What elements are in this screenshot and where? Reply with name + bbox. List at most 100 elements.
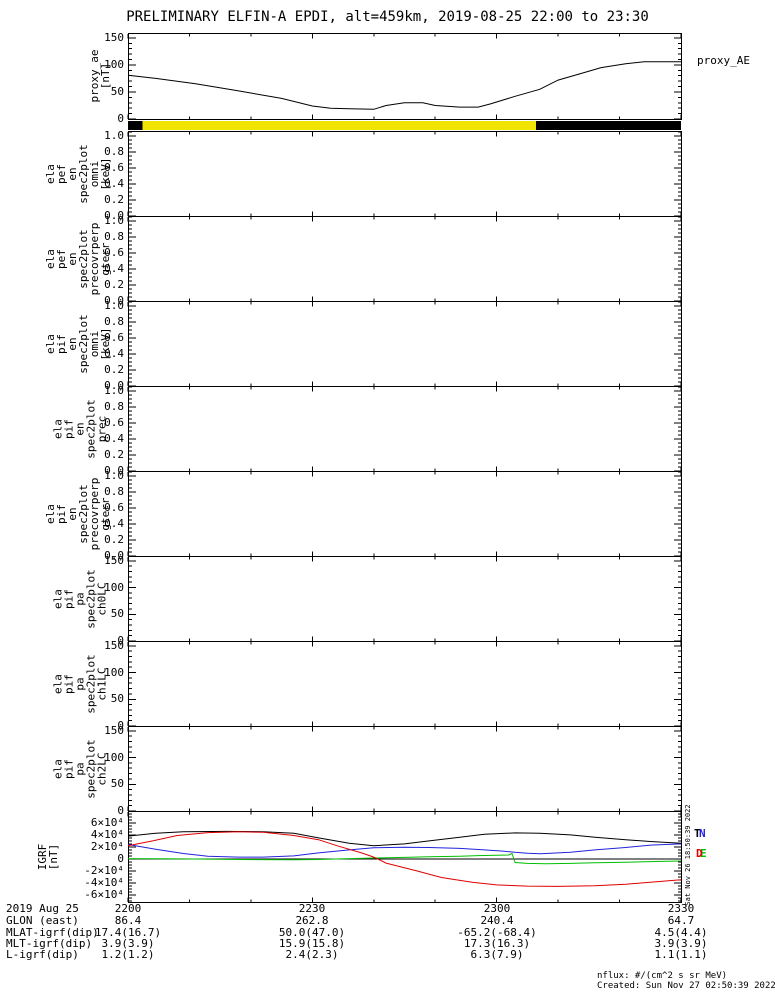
y-tick-label: 150 bbox=[104, 723, 124, 737]
panel-ylabel-pif-pa-ch0lc: ela pif pa spec2plot ch0LC bbox=[51, 568, 109, 629]
panel-frame bbox=[128, 131, 682, 217]
panel-frame bbox=[128, 811, 682, 903]
y-tick-label: 0.2 bbox=[104, 447, 124, 461]
y-tick-label: 0.0 bbox=[104, 209, 124, 222]
y-tick-label: 100 bbox=[104, 57, 124, 71]
table-cell: 86.4 bbox=[114, 914, 142, 927]
panel-ylabel-pif-en-omni: ela pif en spec2plot omni [keV] bbox=[44, 313, 112, 374]
table-cell: 17.4(16.7) bbox=[94, 926, 162, 939]
igrf-trace-T bbox=[127, 830, 682, 847]
y-tick-label: 0 bbox=[117, 634, 124, 647]
y-tick-label: 0.8 bbox=[104, 314, 124, 328]
table-cell: 64.7 bbox=[667, 914, 695, 927]
proxy-ae-trace bbox=[127, 61, 681, 110]
y-tick-label: 100 bbox=[104, 665, 124, 679]
y-tick-label: 0.4 bbox=[104, 176, 124, 190]
y-tick-label: 0.8 bbox=[104, 399, 124, 413]
y-tick-label: 50 bbox=[110, 692, 124, 706]
y-tick-label: 6×10⁴ bbox=[90, 815, 124, 829]
y-tick-label: -6×10⁴ bbox=[84, 887, 124, 901]
panel-frame bbox=[128, 121, 143, 130]
y-tick-label: 0.2 bbox=[104, 362, 124, 376]
y-tick-label: 0.8 bbox=[104, 229, 124, 243]
y-tick-label: 0.0 bbox=[104, 294, 124, 307]
y-tick-label: 0.6 bbox=[104, 160, 124, 174]
y-tick-label: 0 bbox=[117, 804, 124, 817]
y-tick-label: 0.6 bbox=[104, 245, 124, 259]
igrf-trace-D bbox=[127, 831, 682, 887]
y-tick-label: 0 bbox=[117, 719, 124, 732]
page-title: PRELIMINARY ELFIN-A EPDI, alt=459km, 201… bbox=[126, 9, 649, 25]
y-tick-label: 0.8 bbox=[104, 144, 124, 158]
igrf-legend-letter-T: T bbox=[694, 827, 701, 840]
y-tick-label: 1.0 bbox=[104, 213, 124, 227]
panel-frame bbox=[128, 726, 682, 812]
y-tick-label: 50 bbox=[110, 84, 124, 98]
panel-frame bbox=[128, 216, 682, 302]
table-cell: 3.9(3.9) bbox=[101, 937, 155, 950]
panel-ylabel-pif-pa-ch1lc: ela pif pa spec2plot ch1LC bbox=[51, 653, 109, 714]
panel-ylabel-pif-en-prec: ela pif en spec2plot prec bbox=[51, 398, 109, 459]
table-row-label: L-igrf(dip) bbox=[6, 948, 79, 961]
y-tick-label: 0.4 bbox=[104, 516, 124, 530]
table-cell: 2.4(2.3) bbox=[285, 948, 339, 961]
table-cell: 4.5(4.4) bbox=[654, 926, 708, 939]
panel-ylabel-pif-en-precovrperp: ela pif en spec2plot precovrperp gterr bbox=[44, 477, 112, 550]
y-tick-label: 0.0 bbox=[104, 464, 124, 477]
table-cell: 50.0(47.0) bbox=[278, 926, 346, 939]
y-tick-label: 0.8 bbox=[104, 484, 124, 498]
panel-frame bbox=[128, 556, 682, 642]
y-tick-label: 0.0 bbox=[104, 549, 124, 562]
panel-ylabel-pif-pa-ch2lc: ela pif pa spec2plot ch2LC bbox=[51, 738, 109, 799]
panel-frame bbox=[128, 471, 682, 557]
igrf-legend-letter-E: E bbox=[700, 847, 707, 860]
table-cell: 15.9(15.8) bbox=[278, 937, 346, 950]
panel-frame bbox=[128, 301, 682, 387]
y-tick-label: 0.0 bbox=[104, 379, 124, 392]
y-tick-label: 0 bbox=[117, 851, 124, 865]
flux-units-note: nflux: #/(cm^2 s sr MeV) bbox=[597, 971, 728, 981]
panel-ylabel-proxy-ae: proxy_ae [nT] bbox=[88, 49, 112, 103]
table-row-label: MLT-igrf(dip) bbox=[6, 937, 93, 950]
y-tick-label: -4×10⁴ bbox=[84, 875, 124, 889]
table-cell: 2300 bbox=[483, 902, 511, 915]
panel-frame bbox=[128, 33, 682, 120]
igrf-trace-E bbox=[127, 852, 682, 865]
y-tick-label: 50 bbox=[110, 777, 124, 791]
y-tick-label: 150 bbox=[104, 30, 124, 44]
y-tick-label: 0.2 bbox=[104, 532, 124, 546]
y-tick-label: 0.6 bbox=[104, 330, 124, 344]
y-tick-label: 0.2 bbox=[104, 192, 124, 206]
y-tick-label: 0.4 bbox=[104, 431, 124, 445]
y-tick-label: 0.2 bbox=[104, 277, 124, 291]
y-tick-label: 100 bbox=[104, 750, 124, 764]
y-tick-label: 50 bbox=[110, 607, 124, 621]
table-cell: 240.4 bbox=[480, 914, 514, 927]
created-timestamp: Created: Sun Nov 27 02:50:39 2022 bbox=[597, 981, 775, 991]
table-cell: 1.2(1.2) bbox=[101, 948, 155, 961]
panel-ylabel-igrf: IGRF [nT] bbox=[36, 843, 60, 870]
y-tick-label: 1.0 bbox=[104, 468, 124, 482]
igrf-legend-letter-N: N bbox=[699, 827, 706, 840]
table-row-label: 2019 Aug 25 bbox=[6, 902, 79, 915]
panel-ylabel-pef-en-precovrperp: ela pef en spec2plot precovrperp gterr bbox=[44, 222, 112, 295]
table-cell: 2230 bbox=[298, 902, 326, 915]
panel-frame bbox=[128, 641, 682, 727]
igrf-legend-letter-D: D bbox=[696, 847, 703, 860]
panel-ylabel-pef-en-omni: ela pef en spec2plot omni [keV] bbox=[44, 143, 112, 204]
y-tick-label: 0.4 bbox=[104, 346, 124, 360]
table-cell: -65.2(-68.4) bbox=[457, 926, 537, 939]
y-tick-label: 1.0 bbox=[104, 128, 124, 142]
y-tick-label: 0.6 bbox=[104, 415, 124, 429]
panel-frame bbox=[535, 121, 681, 130]
y-tick-label: 100 bbox=[104, 580, 124, 594]
table-cell: 1.1(1.1) bbox=[654, 948, 708, 961]
table-cell: 2330 bbox=[667, 902, 695, 915]
table-cell: 2200 bbox=[114, 902, 142, 915]
y-tick-label: 150 bbox=[104, 553, 124, 567]
y-tick-label: -2×10⁴ bbox=[84, 863, 124, 877]
y-tick-label: 0 bbox=[117, 112, 124, 125]
proxy-ae-series-label: proxy_AE bbox=[697, 54, 750, 67]
